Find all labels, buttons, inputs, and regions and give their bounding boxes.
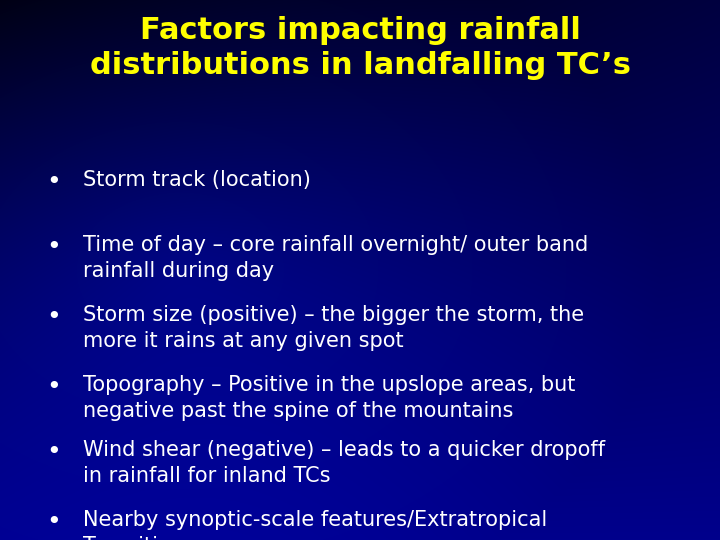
Text: •: • (47, 305, 61, 329)
Text: •: • (47, 235, 61, 259)
Text: •: • (47, 170, 61, 194)
Text: Factors impacting rainfall
distributions in landfalling TC’s: Factors impacting rainfall distributions… (89, 16, 631, 80)
Text: Nearby synoptic-scale features/Extratropical
Transition: Nearby synoptic-scale features/Extratrop… (83, 510, 547, 540)
Text: Storm size (positive) – the bigger the storm, the
more it rains at any given spo: Storm size (positive) – the bigger the s… (83, 305, 584, 350)
Text: Storm track (location): Storm track (location) (83, 170, 310, 190)
Text: Wind shear (negative) – leads to a quicker dropoff
in rainfall for inland TCs: Wind shear (negative) – leads to a quick… (83, 440, 605, 485)
Text: •: • (47, 375, 61, 399)
Text: •: • (47, 440, 61, 464)
Text: •: • (47, 510, 61, 534)
Text: Topography – Positive in the upslope areas, but
negative past the spine of the m: Topography – Positive in the upslope are… (83, 375, 575, 421)
Text: Time of day – core rainfall overnight/ outer band
rainfall during day: Time of day – core rainfall overnight/ o… (83, 235, 588, 280)
